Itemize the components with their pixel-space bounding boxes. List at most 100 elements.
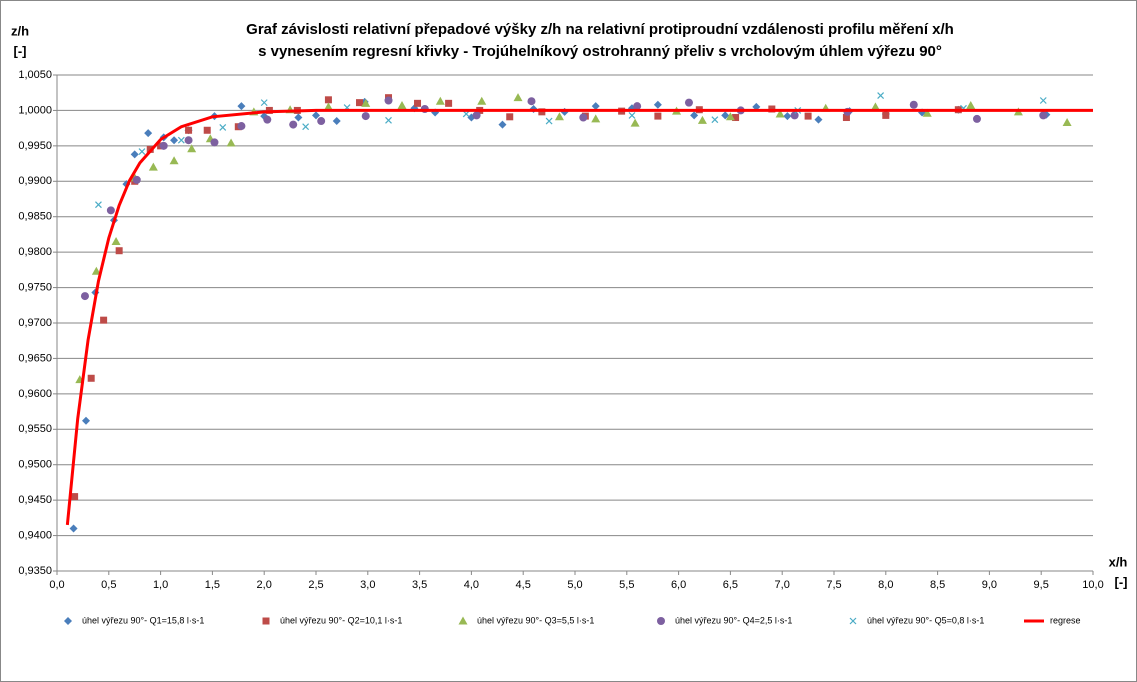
point xyxy=(814,115,823,124)
point-stroke xyxy=(385,116,392,124)
point xyxy=(80,292,89,301)
point xyxy=(462,110,470,118)
point xyxy=(184,136,193,145)
point xyxy=(435,96,445,105)
point xyxy=(361,112,370,121)
point xyxy=(697,115,707,124)
point xyxy=(783,112,792,121)
point xyxy=(1062,117,1072,126)
chart-title: Graf závislosti relativní přepadové výšk… xyxy=(246,21,954,38)
x-tick-label: 3,5 xyxy=(412,579,427,591)
point xyxy=(177,136,185,144)
point xyxy=(187,144,197,153)
point xyxy=(144,129,153,138)
point xyxy=(71,493,79,501)
x-tick-label: 8,0 xyxy=(878,579,893,591)
y-tick-label: 0,9450 xyxy=(18,494,52,506)
point xyxy=(323,102,333,111)
point xyxy=(633,102,642,111)
point xyxy=(356,99,364,107)
x-tick-label: 1,5 xyxy=(205,579,220,591)
point xyxy=(972,114,981,123)
point xyxy=(527,97,536,106)
legend-marker xyxy=(657,617,665,625)
point xyxy=(210,138,219,147)
x-tick-label: 1,0 xyxy=(153,579,168,591)
y-tick-label: 0,9850 xyxy=(18,211,52,223)
point-stroke xyxy=(1039,97,1047,104)
point xyxy=(203,126,211,134)
y-tick-label: 0,9650 xyxy=(18,352,52,364)
point xyxy=(226,138,236,147)
x-tick-label: 8,5 xyxy=(930,579,945,591)
point xyxy=(317,117,326,126)
point xyxy=(159,141,168,150)
point xyxy=(790,111,799,120)
point xyxy=(260,99,268,107)
point xyxy=(630,118,640,127)
point xyxy=(385,116,392,124)
point xyxy=(882,111,890,119)
point xyxy=(138,148,146,155)
legend-marker xyxy=(262,617,270,625)
y-axis-label: [-] xyxy=(14,43,27,58)
point xyxy=(332,117,341,126)
point xyxy=(361,98,371,107)
point xyxy=(752,102,761,111)
point xyxy=(312,111,320,120)
point xyxy=(169,156,179,165)
point xyxy=(579,113,588,122)
x-tick-label: 9,0 xyxy=(982,579,997,591)
legend-label: úhel výřezu 90°- Q2=10,1 l·s-1 xyxy=(280,615,402,625)
point xyxy=(591,102,600,111)
point xyxy=(506,113,514,121)
point xyxy=(91,266,101,275)
legend-label: regrese xyxy=(1050,615,1081,625)
point xyxy=(170,136,179,145)
point-stroke xyxy=(177,136,185,144)
x-tick-label: 0,0 xyxy=(49,579,64,591)
y-tick-label: 0,9900 xyxy=(18,175,52,187)
x-tick-label: 5,0 xyxy=(567,579,582,591)
y-tick-label: 0,9750 xyxy=(18,281,52,293)
point xyxy=(69,524,78,533)
y-tick-label: 0,9550 xyxy=(18,423,52,435)
point xyxy=(302,123,310,131)
point xyxy=(842,114,850,122)
point xyxy=(148,162,158,171)
point-stroke xyxy=(628,111,636,119)
x-axis-label: x/h xyxy=(1109,554,1128,569)
point xyxy=(498,120,507,129)
regression-line xyxy=(65,108,1093,526)
point xyxy=(877,92,885,99)
point-stroke xyxy=(877,92,885,99)
point-stroke xyxy=(849,617,857,625)
point-stroke xyxy=(138,148,146,155)
point xyxy=(591,114,601,123)
point xyxy=(732,114,740,122)
y-tick-label: 1,0000 xyxy=(18,104,52,116)
point-stroke xyxy=(462,110,470,118)
point xyxy=(966,100,976,109)
x-tick-label: 2,5 xyxy=(308,579,323,591)
point xyxy=(477,96,487,105)
point xyxy=(513,93,523,102)
point xyxy=(690,111,699,120)
point xyxy=(909,100,918,109)
y-tick-label: 1,0050 xyxy=(18,69,52,81)
point xyxy=(684,98,693,107)
legend-marker xyxy=(849,617,857,625)
x-tick-label: 9,5 xyxy=(1034,579,1049,591)
point xyxy=(628,111,636,119)
point xyxy=(775,109,785,118)
x-tick-label: 2,0 xyxy=(257,579,272,591)
point-stroke xyxy=(95,201,102,209)
y-tick-label: 0,9350 xyxy=(18,565,52,577)
legend-marker xyxy=(458,616,468,625)
chart-title: s vynesením regresní křivky - Trojúhelní… xyxy=(258,43,942,60)
x-tick-label: 7,5 xyxy=(826,579,841,591)
point xyxy=(721,111,730,120)
legend-marker xyxy=(64,617,72,625)
point-stroke xyxy=(545,117,553,125)
